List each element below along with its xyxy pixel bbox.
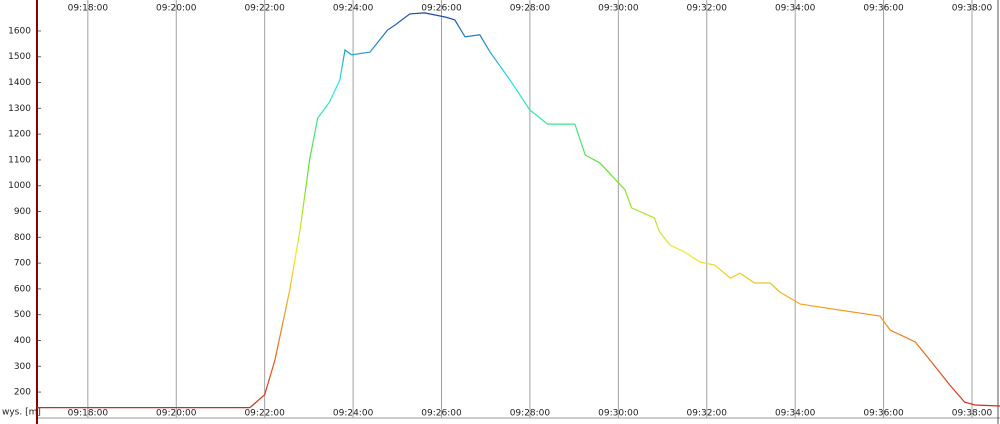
x-tick-label: 09:20:00 — [156, 409, 197, 419]
y-tick-label: 800 — [14, 233, 31, 243]
x-tick-label-top: 09:26:00 — [421, 4, 462, 14]
x-tick-label: 09:30:00 — [598, 409, 639, 419]
x-tick-label-top: 09:30:00 — [598, 4, 639, 14]
x-tick-label-top: 09:20:00 — [156, 4, 197, 14]
x-tick-label-top: 09:18:00 — [68, 4, 109, 14]
x-tick-label-top: 09:28:00 — [510, 4, 551, 14]
y-tick-label: 1600 — [8, 26, 31, 36]
x-tick-label-top: 09:36:00 — [863, 4, 904, 14]
y-tick-label: 1200 — [8, 130, 31, 140]
x-tick-label: 09:22:00 — [244, 409, 285, 419]
x-tick-label: 09:34:00 — [775, 409, 816, 419]
y-tick-label: 300 — [14, 362, 31, 372]
altitude-line — [37, 12, 1000, 409]
y-tick-label: 200 — [14, 388, 31, 398]
x-tick-label: 09:38:00 — [952, 409, 993, 419]
y-tick-label: 700 — [14, 259, 31, 269]
y-tick-label: 500 — [14, 310, 31, 320]
y-tick-label: 1400 — [8, 78, 31, 88]
x-tick-label-top: 09:38:00 — [952, 4, 993, 14]
x-tick-label-top: 09:24:00 — [333, 4, 374, 14]
y-tick-label: 1100 — [8, 155, 31, 165]
y-axis-label: wys. [m] — [2, 408, 41, 418]
y-tick-label: 1500 — [8, 52, 31, 62]
x-tick-label: 09:18:00 — [68, 409, 109, 419]
y-tick-label: 600 — [14, 284, 31, 294]
x-tick-label-top: 09:22:00 — [244, 4, 285, 14]
y-tick-label: 900 — [14, 207, 31, 217]
y-tick-label: 1000 — [8, 181, 31, 191]
x-tick-label-top: 09:34:00 — [775, 4, 816, 14]
x-tick-label: 09:24:00 — [333, 409, 374, 419]
y-tick-label: 1300 — [8, 104, 31, 114]
x-tick-label: 09:32:00 — [687, 409, 728, 419]
y-tick-label: 400 — [14, 336, 31, 346]
x-tick-label: 09:26:00 — [421, 409, 462, 419]
x-tick-label-top: 09:32:00 — [687, 4, 728, 14]
x-tick-label: 09:36:00 — [863, 409, 904, 419]
x-tick-label: 09:28:00 — [510, 409, 551, 419]
